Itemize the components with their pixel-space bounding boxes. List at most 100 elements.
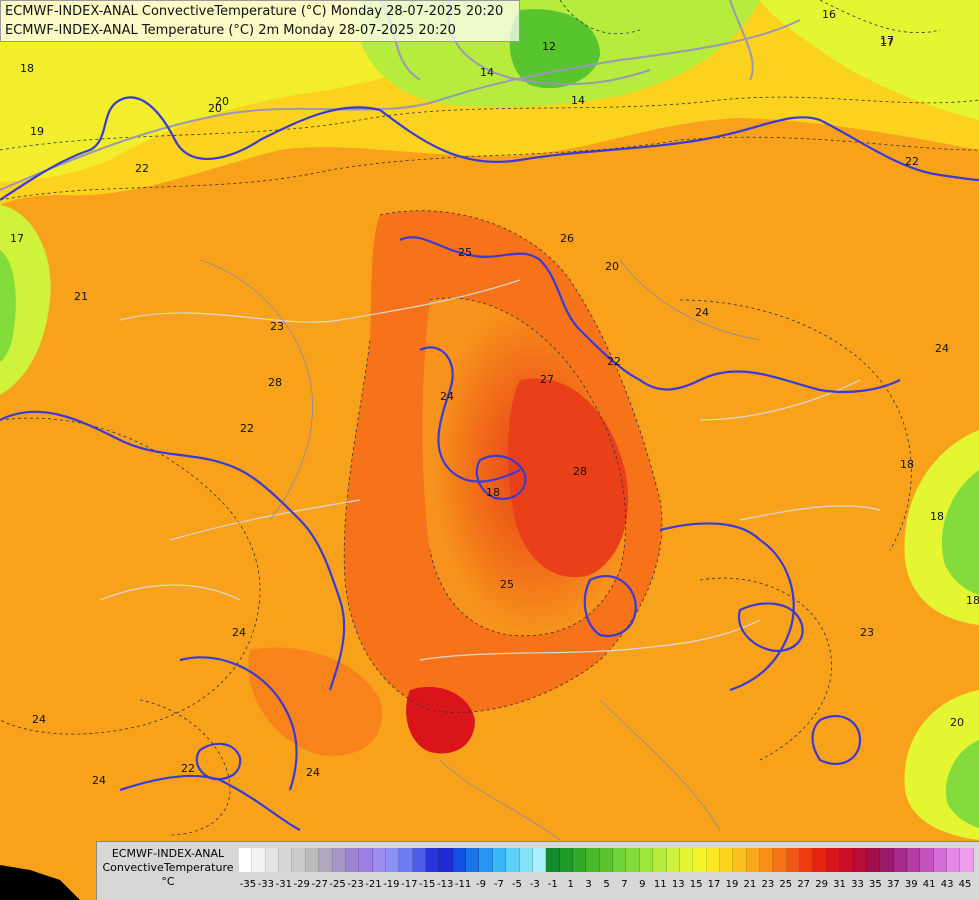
legend-tick-label: -23 — [347, 879, 364, 890]
legend-swatch — [506, 848, 520, 872]
contour-value-label: 25 — [500, 578, 514, 591]
contour-value-label: 26 — [560, 232, 574, 245]
legend-swatch — [239, 848, 253, 872]
color-legend: ECMWF-INDEX-ANAL ConvectiveTemperature °… — [96, 841, 979, 900]
southwest-warm-zone — [248, 647, 382, 756]
legend-tick-label: -25 — [329, 879, 346, 890]
legend-tick-label: 27 — [797, 879, 811, 890]
legend-swatch — [599, 848, 614, 872]
legend-swatch — [439, 848, 453, 872]
contour-value-label: 12 — [542, 40, 556, 53]
isotherm-contours — [0, 0, 979, 836]
legend-swatch — [666, 848, 680, 872]
contour-value-label: 24 — [935, 342, 949, 355]
legend-swatch — [626, 848, 640, 872]
contour-value-label: 20 — [208, 102, 222, 115]
contour-value-label: 24 — [695, 306, 709, 319]
contour-value-label: 17 — [10, 232, 24, 245]
legend-tick-label: -3 — [529, 879, 540, 890]
legend-swatch — [399, 848, 413, 872]
legend-swatch — [920, 848, 934, 872]
contour-value-label: 22 — [607, 355, 621, 368]
legend-swatch — [746, 848, 761, 872]
legend-title-line-2: ConvectiveTemperature — [102, 861, 234, 874]
legend-swatch — [893, 848, 907, 872]
legend-tick-label: -31 — [275, 879, 292, 890]
legend-tick-label: 33 — [851, 879, 864, 890]
legend-swatch — [613, 848, 627, 872]
legend-swatch — [586, 848, 600, 872]
legend-tick-label: -33 — [257, 879, 275, 890]
legend-tick-label: -11 — [454, 879, 472, 890]
legend-tick-label: -27 — [311, 879, 328, 890]
rivers — [199, 259, 761, 841]
contour-value-label: 14 — [480, 66, 494, 79]
legend-swatch — [426, 848, 440, 872]
contour-value-label: 18 — [486, 486, 500, 499]
legend-swatch — [639, 848, 654, 872]
legend-tick-labels: -35 -33 -31 -29 -27 -25 -23 -21 -19 -17 -15 -13 -11-… — [239, 879, 974, 893]
contour-value-label: 24 — [92, 774, 106, 787]
contour-value-label: 28 — [573, 465, 587, 478]
legend-tick-label: 7 — [621, 879, 628, 890]
map-title-line-1: ECMWF-INDEX-ANAL ConvectiveTemperature (… — [5, 4, 504, 19]
hottest-core — [508, 378, 629, 578]
legend-swatch — [853, 848, 867, 872]
legend-swatch — [693, 848, 707, 872]
contour-value-label: 18 — [930, 510, 944, 523]
west-green-core — [0, 250, 16, 362]
legend-tick-label: 31 — [833, 879, 846, 890]
legend-swatch — [332, 848, 346, 872]
legend-swatch — [292, 848, 306, 872]
legend-swatch — [345, 848, 360, 872]
contour-value-label: 14 — [571, 94, 585, 107]
legend-tick-label: 17 — [707, 879, 721, 890]
legend-tick-label: 1 — [567, 879, 574, 890]
contour-value-label: 22 — [181, 762, 195, 775]
contour-value-label: 20 — [950, 716, 964, 729]
legend-swatch — [372, 848, 386, 872]
legend-tick-label: -9 — [476, 879, 486, 890]
legend-swatch — [760, 848, 774, 872]
legend-tick-label: -17 — [401, 879, 418, 890]
legend-color-bar — [239, 848, 974, 872]
legend-tick-label: 21 — [743, 879, 757, 890]
contour-value-label: 16 — [822, 8, 836, 21]
contour-value-label: 22 — [135, 162, 149, 175]
east-green-core — [941, 470, 979, 595]
contour-value-label: 24 — [440, 390, 454, 403]
legend-swatch — [880, 848, 894, 872]
legend-tick-label: -35 — [239, 879, 257, 890]
southeast-green-core — [945, 740, 979, 828]
legend-tick-label: 13 — [671, 879, 685, 890]
legend-tick-label: -5 — [511, 879, 522, 890]
legend-swatch — [492, 848, 507, 872]
contour-value-label: 20 — [215, 95, 229, 108]
legend-swatch — [305, 848, 320, 872]
legend-tick-label: 35 — [869, 879, 882, 890]
legend-swatch — [466, 848, 480, 872]
legend-tick-label: 37 — [886, 879, 900, 890]
contour-value-label: 28 — [268, 376, 282, 389]
contour-value-label: 27 — [540, 373, 554, 386]
legend-tick-label: -15 — [419, 879, 436, 890]
legend-tick-label: 11 — [653, 879, 667, 890]
convective-contours — [0, 96, 979, 831]
legend-swatch — [826, 848, 841, 872]
contour-value-label: 18 — [900, 458, 914, 471]
legend-tick-label: 19 — [725, 879, 739, 890]
legend-tick-label: 3 — [585, 879, 592, 890]
legend-swatch — [960, 848, 974, 872]
legend-swatch — [733, 848, 747, 872]
legend-swatch — [813, 848, 827, 872]
legend-swatch — [679, 848, 694, 872]
legend-tick-label: 23 — [761, 879, 775, 890]
legend-tick-label: 9 — [639, 879, 646, 890]
legend-tick-label: 25 — [779, 879, 793, 890]
contour-value-label: 24 — [306, 766, 320, 779]
legend-tick-label: 29 — [815, 879, 828, 890]
legend-swatch — [519, 848, 533, 872]
contour-labels: 16 17 18 19 20 21 22 22 23 24 24 25 25 26 27 28 28 18 20 22… — [10, 8, 979, 787]
contour-value-label: 20 — [605, 260, 619, 273]
